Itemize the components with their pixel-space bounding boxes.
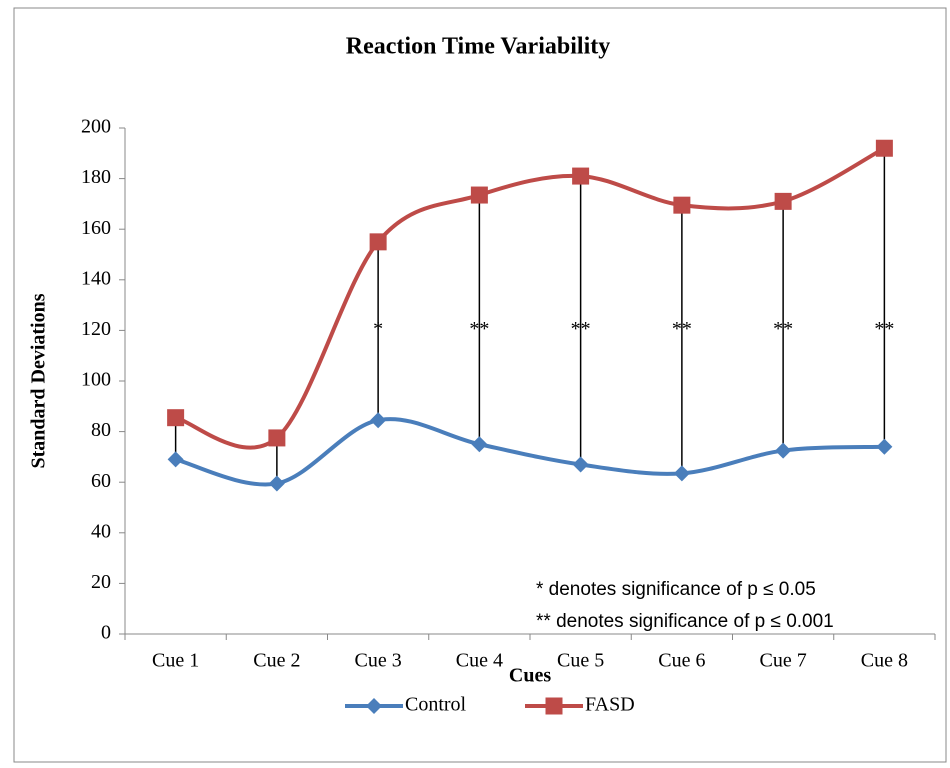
marker: [167, 451, 184, 468]
y-tick-label: 120: [81, 318, 111, 340]
significance-marker: **: [672, 318, 692, 340]
marker: [545, 697, 563, 715]
series-line: [175, 417, 885, 487]
marker: [876, 438, 893, 455]
y-tick-label: 140: [81, 267, 111, 289]
x-axis-label: Cues: [509, 665, 551, 687]
significance-marker: **: [469, 318, 489, 340]
x-tick-label: Cue 8: [861, 650, 908, 672]
y-tick-label: 200: [81, 116, 111, 138]
marker: [167, 409, 185, 427]
y-tick-label: 160: [81, 217, 111, 239]
marker: [673, 196, 691, 214]
marker: [774, 192, 792, 210]
legend-label: FASD: [585, 694, 635, 716]
y-tick-label: 0: [101, 622, 111, 644]
marker: [470, 186, 488, 204]
y-tick-label: 180: [81, 166, 111, 188]
marker: [370, 412, 387, 429]
x-tick-label: Cue 3: [355, 650, 402, 672]
x-tick-label: Cue 1: [152, 650, 199, 672]
y-tick-label: 80: [91, 419, 111, 441]
marker: [572, 456, 589, 473]
chart-title: Reaction Time Variability: [346, 34, 610, 60]
marker: [572, 167, 590, 185]
y-tick-label: 20: [91, 571, 111, 593]
marker: [673, 465, 690, 482]
y-tick-label: 40: [91, 520, 111, 542]
x-tick-label: Cue 6: [658, 650, 705, 672]
marker: [775, 442, 792, 459]
x-tick-label: Cue 7: [760, 650, 807, 672]
series-line: [175, 146, 886, 450]
significance-marker: *: [373, 318, 383, 340]
x-tick-label: Cue 4: [456, 650, 503, 672]
note: * denotes significance of p ≤ 0.05: [536, 579, 816, 600]
marker: [366, 698, 382, 714]
marker: [471, 436, 488, 453]
note: ** denotes significance of p ≤ 0.001: [536, 611, 834, 632]
marker: [268, 475, 285, 492]
x-tick-label: Cue 2: [253, 650, 300, 672]
significance-marker: **: [773, 318, 793, 340]
significance-marker: **: [874, 318, 894, 340]
y-tick-label: 60: [91, 470, 111, 492]
x-tick-label: Cue 5: [557, 650, 604, 672]
marker: [268, 429, 286, 447]
marker: [369, 233, 387, 251]
marker: [875, 139, 893, 157]
y-axis-label: Standard Deviations: [28, 293, 50, 468]
legend-label: Control: [405, 694, 467, 716]
significance-marker: **: [571, 318, 591, 340]
y-tick-label: 100: [81, 369, 111, 391]
